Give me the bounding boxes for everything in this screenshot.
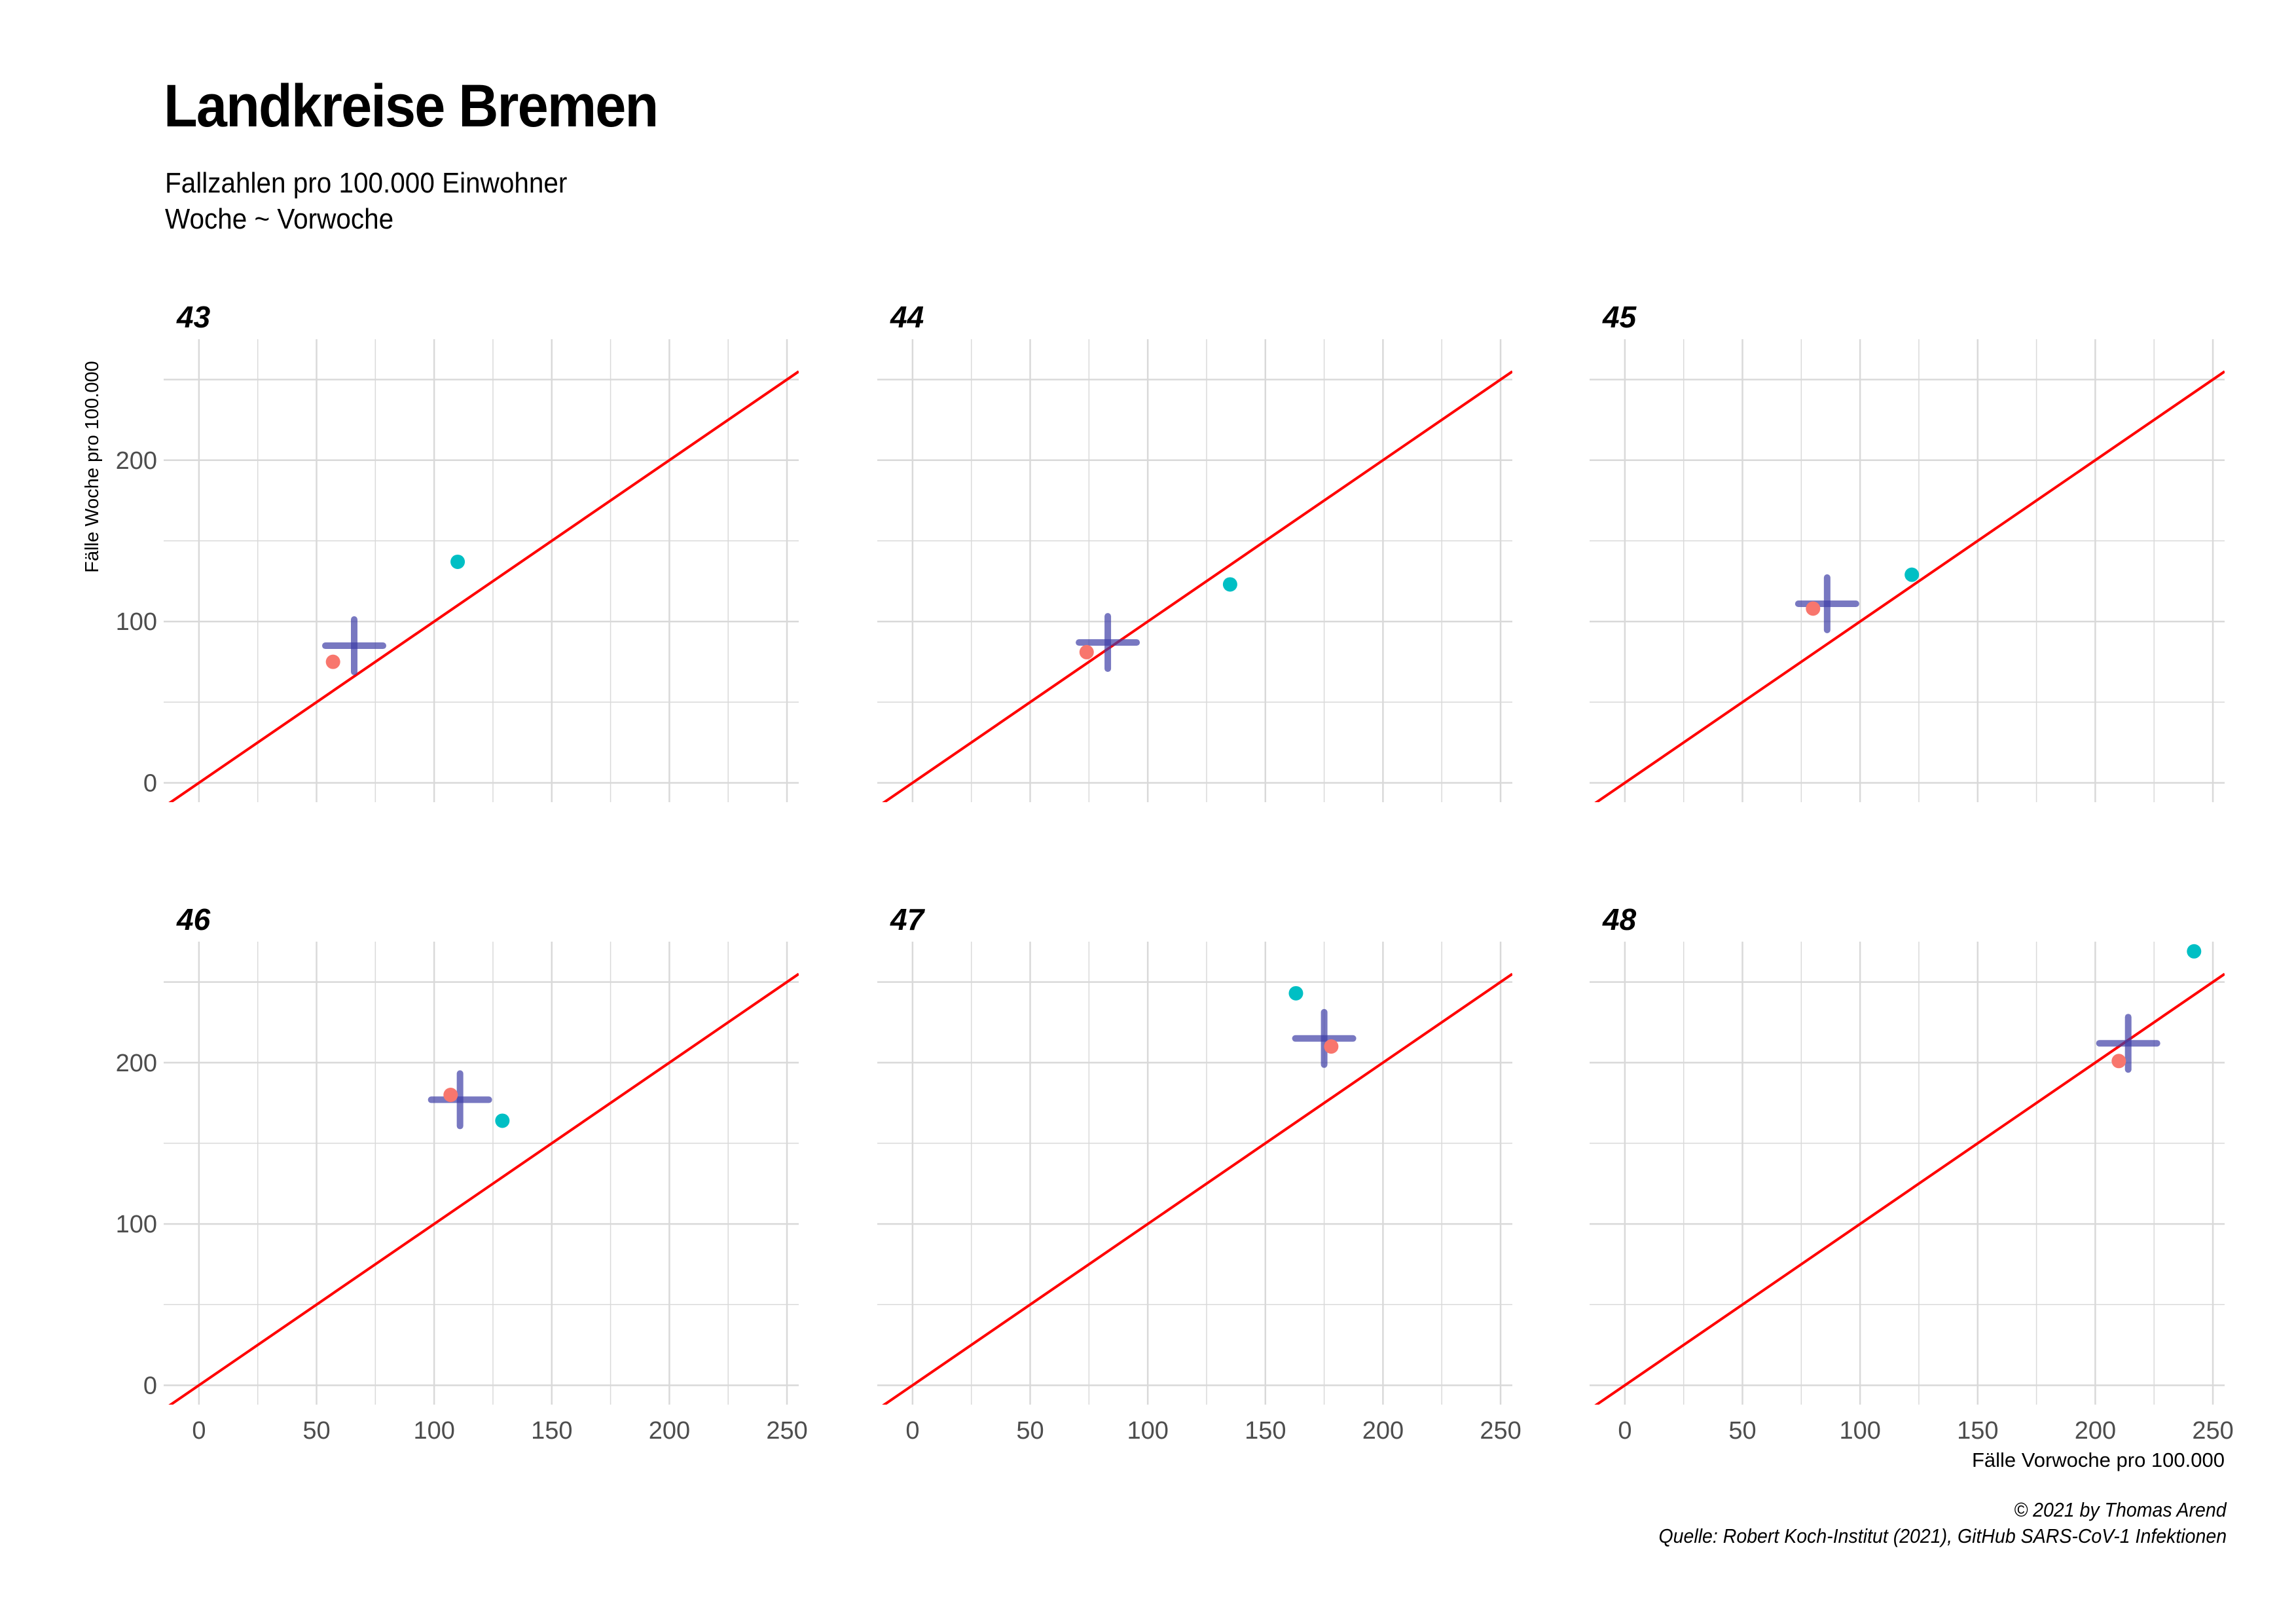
reference-line-group — [882, 370, 1512, 802]
reference-line — [1594, 370, 2225, 802]
x-tick-label: 100 — [1127, 1417, 1168, 1445]
data-point — [1806, 601, 1821, 616]
x-tick-label: 150 — [531, 1417, 572, 1445]
panel-label: 44 — [890, 300, 924, 334]
x-tick-label: 0 — [1618, 1417, 1631, 1445]
x-tick-label: 250 — [766, 1417, 807, 1445]
data-point — [450, 554, 465, 569]
x-tick-label: 150 — [1245, 1417, 1286, 1445]
data-point — [2111, 1054, 2126, 1069]
y-tick-label: 200 — [116, 1050, 157, 1077]
x-axis-title: Fälle Vorwoche pro 100.000 — [1972, 1449, 2225, 1471]
x-tick-label: 250 — [2192, 1417, 2233, 1445]
data-point — [443, 1088, 458, 1103]
data-point — [1079, 644, 1094, 659]
data-point — [495, 1113, 510, 1128]
reference-line — [882, 972, 1512, 1405]
panel-label: 45 — [1602, 300, 1637, 334]
data-point — [1288, 986, 1303, 1001]
x-tick-label: 200 — [2075, 1417, 2116, 1445]
data-point — [325, 654, 340, 669]
reference-line — [168, 370, 799, 802]
reference-line — [168, 972, 799, 1405]
y-tick-label: 100 — [116, 1211, 157, 1238]
chart-title: Landkreise Bremen — [164, 73, 659, 139]
x-tick-label: 100 — [413, 1417, 454, 1445]
panel-label: 47 — [890, 902, 926, 936]
reference-line-group — [882, 972, 1512, 1405]
y-axis-title: Fälle Woche pro 100.000 — [82, 361, 103, 573]
x-tick-label: 100 — [1839, 1417, 1880, 1445]
chart-subtitle-line-2: Woche ~ Vorwoche — [165, 203, 394, 235]
panel-label: 48 — [1602, 902, 1637, 936]
y-tick-label: 200 — [116, 447, 157, 475]
y-tick-label: 0 — [143, 1372, 157, 1399]
data-point — [2187, 944, 2202, 959]
reference-line — [882, 370, 1512, 802]
reference-line-group — [168, 370, 799, 802]
reference-line-group — [168, 972, 799, 1405]
reference-line-group — [1594, 370, 2225, 802]
x-tick-label: 50 — [1728, 1417, 1756, 1445]
panel-label: 46 — [176, 902, 211, 936]
x-tick-label: 50 — [1016, 1417, 1044, 1445]
x-tick-label: 150 — [1957, 1417, 1998, 1445]
x-tick-label: 200 — [649, 1417, 690, 1445]
x-tick-label: 50 — [302, 1417, 330, 1445]
data-point — [1904, 567, 1920, 582]
caption-source: Quelle: Robert Koch-Institut (2021), Git… — [1658, 1524, 2227, 1547]
x-tick-label: 0 — [192, 1417, 206, 1445]
data-point — [1222, 577, 1237, 592]
caption-copyright: © 2021 by Thomas Arend — [2014, 1498, 2227, 1521]
y-tick-label: 0 — [143, 769, 157, 797]
x-tick-label: 0 — [905, 1417, 919, 1445]
data-point — [1324, 1039, 1339, 1054]
y-tick-label: 100 — [116, 608, 157, 636]
x-tick-label: 200 — [1362, 1417, 1404, 1445]
x-tick-label: 250 — [1480, 1417, 1521, 1445]
panel-label: 43 — [176, 300, 211, 334]
chart-subtitle-line-1: Fallzahlen pro 100.000 Einwohner — [165, 167, 568, 199]
